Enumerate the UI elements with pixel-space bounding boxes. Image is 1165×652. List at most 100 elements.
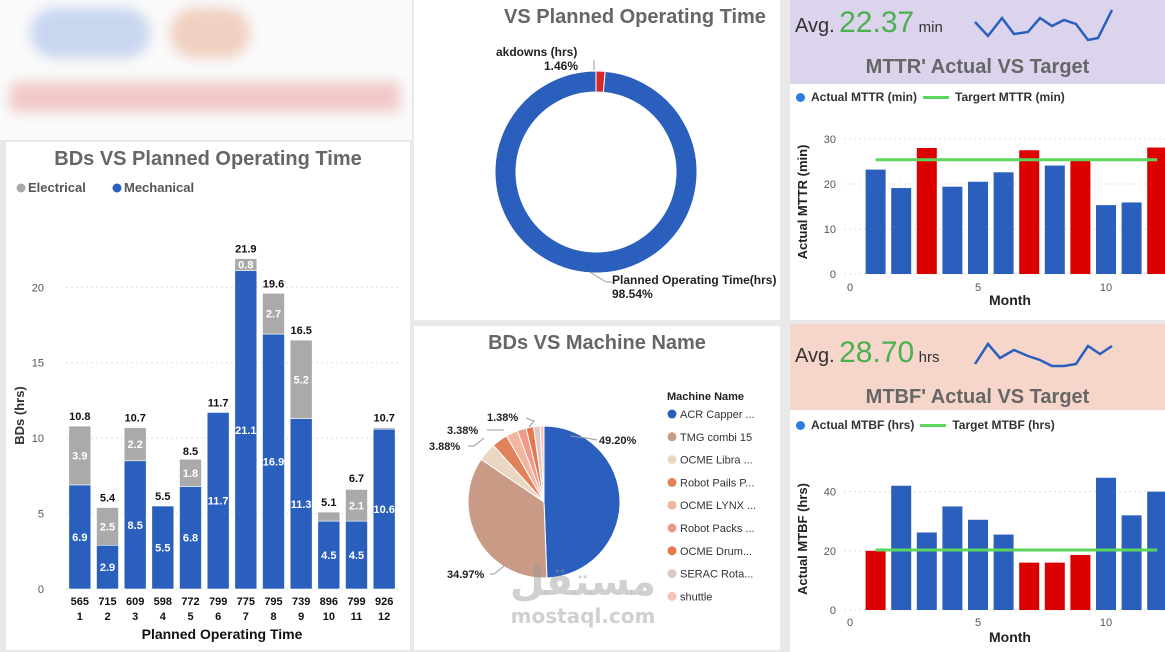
logo-blur (30, 8, 150, 58)
header-area (0, 0, 412, 140)
y-tick-label: 10 (824, 224, 836, 236)
data-label: 8.5 (128, 520, 143, 532)
bar-electrical (262, 292, 285, 335)
pie-legend-label: shuttle (680, 591, 712, 603)
pie-legend-marker (667, 523, 677, 533)
pie-legend-marker (667, 409, 677, 419)
bar-actual (1019, 562, 1040, 610)
pie-legend-marker (667, 569, 677, 579)
bar-actual (942, 186, 963, 274)
pie-legend-marker (667, 432, 677, 442)
x-tick-label: 5 (975, 617, 981, 629)
bar-mechanical (151, 505, 175, 590)
x-tick-label: 5 (975, 282, 981, 294)
bar-electrical (289, 339, 313, 419)
pie-pct-label: 34.97% (447, 569, 485, 581)
bar-actual (1070, 554, 1091, 610)
x-tick-label-bottom: 11 (351, 611, 363, 623)
donut-label-a-pct: 1.46% (544, 59, 578, 73)
total-label: 10.7 (124, 413, 145, 425)
legend-label: Electrical (28, 180, 86, 195)
data-label: 2.7 (266, 309, 281, 321)
x-axis-label: Planned Operating Time (142, 626, 303, 642)
x-tick-label-top: 799 (209, 596, 227, 608)
bar-actual (1147, 147, 1165, 274)
mtbf-bar-chart: 0 20 40 0 5 10 Month Actual MTBF (hrs) (795, 477, 1165, 645)
x-tick-label-bottom: 12 (378, 611, 390, 623)
data-label: 21.1 (235, 425, 256, 437)
x-tick-label-bottom: 1 (77, 611, 83, 623)
total-label: 11.7 (208, 397, 229, 409)
total-label: 16.5 (290, 325, 311, 337)
bd-chart-title: BDs VS Planned Operating Time (54, 148, 362, 170)
bar-electrical (345, 489, 368, 522)
x-tick-label-top: 926 (375, 596, 393, 608)
donut-chart: akdowns (hrs)1.46% Planned Operating Time… (494, 45, 776, 301)
pie-legend-label: ACR Capper ... (680, 409, 755, 421)
mttr-avg: Avg. 22.37 min (795, 6, 943, 39)
data-label: 2.9 (100, 562, 115, 574)
y-tick-label: 20 (824, 179, 836, 191)
bar-actual (1044, 562, 1065, 610)
pie-chart: 49.20% 34.97% 3.88% 3.38% 1.38% Machine Name A… (429, 391, 756, 603)
leader-line (589, 271, 612, 283)
x-tick-label-top: 795 (264, 596, 282, 608)
x-axis-label: Month (989, 292, 1031, 308)
bar-actual (993, 172, 1014, 274)
donut-title: VS Planned Operating Time (504, 6, 766, 28)
bar-mechanical (206, 412, 230, 590)
data-label: 16.9 (263, 457, 284, 469)
leader-line (525, 417, 535, 428)
pie-slice (543, 425, 621, 579)
x-tick-label-top: 715 (98, 596, 116, 608)
bar-electrical (68, 425, 92, 486)
mttr-header: Avg. 22.37 min MTTR' Actual VS Target (790, 0, 1165, 84)
pie-legend-label: OCME Drum... (680, 546, 752, 558)
x-tick-label: 0 (847, 282, 853, 294)
pie-legend-label: SERAC Rota... (680, 569, 753, 581)
total-label: 6.7 (349, 473, 364, 485)
bar-electrical (234, 258, 258, 271)
x-tick-label-bottom: 5 (187, 611, 193, 623)
pie-pct-label: 1.38% (487, 412, 518, 424)
y-axis-label: Actual MTTR (min) (795, 145, 810, 260)
bar-actual (1096, 477, 1116, 610)
donut-slice (494, 70, 698, 274)
x-tick-label-bottom: 2 (104, 611, 110, 623)
total-label: 10.8 (69, 411, 90, 423)
pie-panel: BDs VS Machine Name 49.20% 34.97% 3.88% 3.3… (414, 326, 780, 650)
y-tick-label: 5 (38, 509, 44, 521)
logo-blur-2 (170, 8, 250, 58)
pie-legend-marker (667, 591, 677, 601)
leader-line (569, 435, 598, 441)
x-tick-label-top: 799 (347, 596, 365, 608)
donut-label-b-pct: 98.54% (612, 287, 653, 301)
x-tick-label-top: 739 (292, 596, 310, 608)
mttr-bar-chart: 0 10 20 30 0 5 10 Month Actual MTTR (min) (795, 134, 1165, 308)
data-label: 11.7 (208, 496, 229, 508)
data-label: 2.2 (128, 439, 143, 451)
x-tick-label: 0 (847, 617, 853, 629)
bar-electrical (372, 427, 396, 430)
bar-actual (1019, 150, 1040, 274)
x-tick-label-top: 775 (237, 596, 255, 608)
x-tick-label-bottom: 9 (298, 611, 304, 623)
bar-actual (993, 534, 1014, 610)
bar-actual (968, 181, 988, 274)
x-tick-label-top: 565 (71, 596, 89, 608)
pie-legend-marker (667, 477, 677, 487)
x-tick-label-bottom: 4 (160, 611, 167, 623)
mtbf-header: Avg. 28.70 hrs MTBF' Actual VS Target (790, 324, 1165, 410)
y-tick-label: 15 (32, 358, 44, 370)
total-label: 10.7 (373, 413, 394, 425)
mtbf-legend: Actual MTBF (hrs) Target MTBF (hrs) (796, 418, 1055, 432)
pie-pct-label: 3.88% (429, 441, 460, 453)
mttr-sparkline (974, 9, 1114, 42)
pie-legend-label: Robot Packs ... (680, 523, 755, 535)
pie-title: BDs VS Machine Name (488, 332, 706, 354)
x-tick-label-bottom: 7 (243, 611, 249, 623)
mtbf-avg: Avg. 28.70 hrs (795, 336, 940, 369)
bar-actual (916, 148, 937, 274)
mtbf-sparkline (973, 341, 1113, 368)
